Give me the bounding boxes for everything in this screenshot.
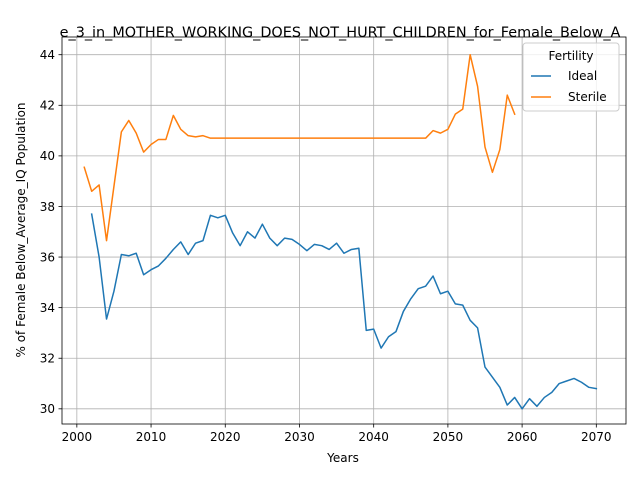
x-tick-label: 2070: [581, 430, 612, 444]
series-points-sterile: [84, 54, 515, 241]
y-tick-label: 30: [40, 402, 55, 416]
legend-title: Fertility: [548, 49, 593, 63]
plot-frame: [61, 36, 627, 425]
legend: Fertility Ideal Sterile: [522, 42, 620, 112]
series-points-ideal: [91, 214, 597, 409]
x-tick-label: 2000: [62, 430, 93, 444]
x-axis-label: Years: [326, 451, 359, 465]
y-tick-label: 44: [40, 48, 55, 62]
x-axis: 2000 2010 2020 2030 2040 2050 2060 2070: [62, 424, 612, 444]
x-tick-label: 2050: [433, 430, 464, 444]
y-tick-label: 32: [40, 352, 55, 366]
chart-title: e_3_in_MOTHER_WORKING_DOES_NOT_HURT_CHIL…: [60, 25, 621, 41]
y-tick-label: 38: [40, 200, 55, 214]
series-layer: [83, 53, 598, 410]
y-axis: 30 32 34 36 38 40 42 44: [40, 48, 62, 416]
y-tick-label: 42: [40, 99, 55, 113]
legend-box: [522, 42, 620, 112]
y-tick-label: 40: [40, 149, 55, 163]
x-tick-label: 2040: [358, 430, 389, 444]
y-axis-label: % of Female Below_Average_IQ Population: [14, 102, 28, 357]
y-tick-label: 34: [40, 301, 55, 315]
legend-label-ideal: Ideal: [568, 69, 597, 83]
x-tick-label: 2030: [284, 430, 315, 444]
x-tick-label: 2060: [507, 430, 538, 444]
x-tick-label: 2010: [136, 430, 167, 444]
legend-label-sterile: Sterile: [568, 90, 607, 104]
y-tick-label: 36: [40, 250, 55, 264]
x-tick-label: 2020: [210, 430, 241, 444]
